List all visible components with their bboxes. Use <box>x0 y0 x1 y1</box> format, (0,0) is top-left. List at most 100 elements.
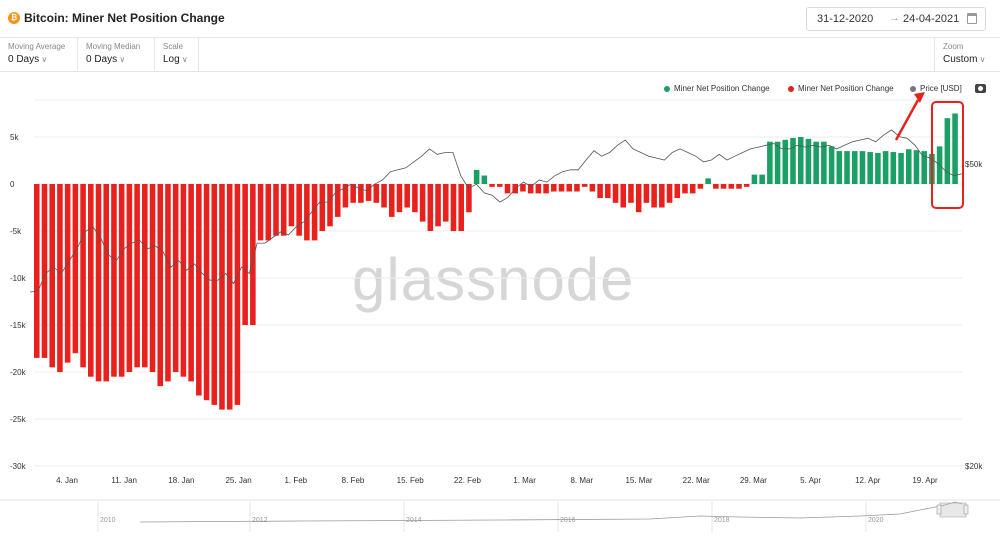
chart-bar <box>80 184 86 368</box>
chart-bar <box>296 184 302 236</box>
chart-bar <box>242 184 248 325</box>
chart-bar <box>697 184 704 189</box>
legend-item-positive[interactable]: Miner Net Position Change <box>664 84 770 93</box>
legend-label-negative: Miner Net Position Change <box>798 84 894 93</box>
zoom-select[interactable]: Zoom Custom <box>934 38 1000 72</box>
highlight-box <box>931 101 964 209</box>
chart-bar <box>813 141 819 184</box>
chart-bar <box>527 184 534 194</box>
chart-bar <box>365 184 372 201</box>
chart-bar <box>473 169 480 184</box>
chart-bar <box>574 184 580 192</box>
chart-bar <box>334 184 341 217</box>
legend-item-price[interactable]: Price [USD] <box>910 84 962 93</box>
x-tick-label: 8. Mar <box>570 476 593 485</box>
chart-bar <box>88 184 94 377</box>
chart-header: ₿ Bitcoin: Miner Net Position Change 31-… <box>0 0 1000 38</box>
chart-bar <box>867 152 873 184</box>
chart-bar <box>226 184 233 410</box>
x-tick-label: 19. Apr <box>912 476 938 485</box>
chart-bar <box>520 184 526 192</box>
chart-bar <box>111 184 117 377</box>
chart-bar <box>57 184 63 372</box>
camera-icon[interactable] <box>975 84 986 93</box>
scale-select[interactable]: Scale Log <box>155 38 199 72</box>
x-tick-label: 8. Feb <box>342 476 365 485</box>
date-from-value[interactable]: 31-12-2020 <box>817 13 874 25</box>
chart-bar <box>319 184 326 231</box>
chart-bar <box>535 184 542 194</box>
moving-median-select[interactable]: Moving Median 0 Days <box>78 38 155 72</box>
chart-bar <box>952 113 958 184</box>
x-tick-label: 12. Apr <box>855 476 881 485</box>
x-tick-label: 11. Jan <box>111 476 137 485</box>
chart-bar <box>280 184 287 236</box>
chart-bar <box>828 146 835 184</box>
zoom-value[interactable]: Custom <box>943 54 992 65</box>
chart-bar <box>797 137 804 184</box>
chart-bar <box>589 184 596 192</box>
legend-label-price: Price [USD] <box>920 84 962 93</box>
date-range-picker[interactable]: 31-12-2020 → 24-04-2021 <box>806 7 986 31</box>
annotation-arrowhead <box>914 92 925 103</box>
chart-bar <box>373 184 380 203</box>
chart-bar <box>196 184 202 396</box>
y-tick-label: 0 <box>10 180 15 189</box>
y-tick-label: -5k <box>10 227 22 236</box>
chart-bar <box>620 184 627 208</box>
chart-bar <box>743 184 750 187</box>
scale-value[interactable]: Log <box>163 54 190 65</box>
chart-bar <box>250 184 256 325</box>
chart-bar <box>851 151 858 184</box>
moving-average-value[interactable]: 0 Days <box>8 54 69 65</box>
chart-bar <box>134 184 140 368</box>
legend-dot-red <box>788 85 794 92</box>
legend-item-negative[interactable]: Miner Net Position Change <box>788 84 894 93</box>
chart-bar <box>705 178 711 184</box>
y-tick-label: -15k <box>10 321 27 330</box>
x-tick-label: 22. Feb <box>454 476 482 485</box>
chart-bar <box>458 184 464 231</box>
chart-bar <box>172 184 179 372</box>
chart-bar <box>921 151 927 184</box>
moving-average-select[interactable]: Moving Average 0 Days <box>0 38 78 72</box>
chart-bar <box>836 151 843 184</box>
navigator-handle-left <box>936 504 942 515</box>
chart-bar <box>566 184 573 192</box>
legend-dot-green <box>664 85 670 92</box>
chart-bar <box>504 184 511 194</box>
chart-bar <box>342 184 349 208</box>
x-tick-label: 18. Jan <box>168 476 194 485</box>
chart-bar <box>821 141 827 184</box>
calendar-icon[interactable] <box>967 13 977 24</box>
right-axis-tick-label: $50k <box>965 160 983 169</box>
chart-bar <box>597 184 603 199</box>
chart-bar <box>659 184 665 208</box>
chart-bar <box>481 175 488 184</box>
x-tick-label: 25. Jan <box>225 476 251 485</box>
chart-bar <box>34 184 40 358</box>
chart-bar <box>689 184 696 194</box>
navigator-handle-right <box>963 504 969 515</box>
chart-bar <box>713 184 719 189</box>
chart-bar <box>211 184 218 405</box>
chart-bar <box>558 184 565 192</box>
y-tick-label: -10k <box>10 274 27 283</box>
chart-bar <box>905 149 912 184</box>
x-tick-label: 1. Feb <box>284 476 307 485</box>
bitcoin-icon: ₿ <box>8 12 20 24</box>
chart-bar <box>435 184 441 227</box>
chart-title: Bitcoin: Miner Net Position Change <box>24 11 225 25</box>
chart-bar <box>913 150 920 184</box>
moving-median-label: Moving Median <box>86 42 141 51</box>
date-to-value[interactable]: 24-04-2021 <box>903 13 960 25</box>
chart-bar <box>859 151 866 184</box>
moving-median-value[interactable]: 0 Days <box>86 54 146 65</box>
right-axis-tick-label: $20k <box>965 462 983 471</box>
chart-bar <box>118 184 125 377</box>
navigator-price-line <box>139 501 963 523</box>
chart-bar <box>674 184 681 199</box>
x-tick-label: 15. Feb <box>397 476 425 485</box>
chart-bar <box>635 184 642 213</box>
chart-bar <box>265 184 272 241</box>
